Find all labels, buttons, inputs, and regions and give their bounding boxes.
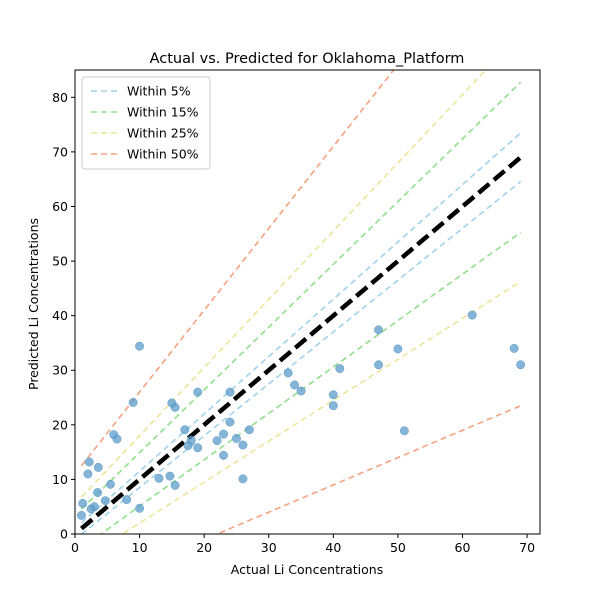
data-point	[393, 344, 403, 354]
data-point	[165, 471, 175, 481]
x-tick-label: 0	[71, 540, 79, 555]
data-point	[328, 401, 338, 411]
data-point	[225, 417, 235, 427]
band-line-upper-2	[80, 81, 522, 510]
y-tick-label: 20	[52, 417, 68, 432]
y-axis-ticks: 0 10 20 30 40 50 60 70 80	[52, 90, 75, 542]
data-point	[170, 480, 180, 490]
x-tick-label: 70	[519, 540, 535, 555]
legend-label: Within 5%	[127, 84, 191, 99]
data-point	[283, 368, 293, 378]
y-axis-label: Predicted Li Concentrations	[26, 218, 41, 390]
data-point	[193, 443, 203, 453]
data-point	[154, 473, 164, 483]
x-tick-label: 30	[261, 540, 277, 555]
data-point	[516, 360, 526, 370]
data-point	[328, 390, 338, 400]
data-point	[83, 469, 93, 479]
data-point	[122, 495, 132, 505]
data-point	[219, 429, 228, 439]
y-tick-label: 30	[52, 363, 68, 378]
data-point	[335, 364, 345, 374]
legend-label: Within 25%	[127, 126, 199, 141]
y-tick-label: 60	[52, 199, 68, 214]
x-tick-label: 60	[455, 540, 471, 555]
legend: Within 5% Within 15% Within 25% Within 50%	[81, 76, 211, 170]
data-point	[374, 360, 383, 370]
band-line-upper-3	[80, 70, 487, 498]
data-point	[296, 386, 306, 396]
data-point	[193, 387, 203, 397]
data-point	[135, 341, 145, 351]
x-tick-label: 50	[390, 540, 406, 555]
data-point	[219, 450, 228, 460]
data-point	[467, 310, 477, 320]
band-line-lower-3	[120, 280, 522, 534]
data-point	[232, 434, 241, 443]
x-axis-label: Actual Li Concentrations	[231, 562, 383, 577]
data-point	[238, 440, 248, 450]
data-point	[93, 462, 103, 472]
chart-title: Actual vs. Predicted for Oklahoma_Platfo…	[150, 51, 465, 67]
data-point	[399, 426, 409, 436]
x-axis-ticks: 0 10 20 30 40 50 60 70	[71, 534, 535, 555]
data-point	[106, 479, 115, 489]
data-point	[93, 488, 103, 497]
data-point	[100, 496, 110, 506]
data-point	[180, 425, 190, 435]
data-point	[374, 325, 383, 335]
data-point	[78, 498, 88, 508]
legend-label: Within 50%	[127, 147, 199, 162]
data-point	[135, 503, 145, 513]
data-points	[77, 310, 526, 520]
data-point	[77, 510, 86, 520]
band-line-lower-1	[80, 181, 522, 534]
x-tick-label: 10	[132, 540, 148, 555]
data-point	[225, 387, 235, 397]
data-point	[509, 343, 519, 353]
y-tick-label: 10	[52, 472, 68, 487]
data-point	[186, 435, 196, 445]
legend-box	[81, 76, 211, 170]
x-tick-label: 20	[196, 540, 212, 555]
data-point	[170, 402, 180, 412]
data-point	[244, 425, 254, 435]
band-line-upper-4	[80, 70, 395, 467]
y-tick-label: 40	[52, 308, 68, 323]
data-point	[128, 397, 138, 407]
ideal-line-layer	[80, 155, 523, 531]
y-tick-label: 70	[52, 144, 68, 159]
y-tick-label: 0	[60, 527, 68, 542]
data-point	[290, 380, 300, 390]
y-tick-label: 80	[52, 90, 68, 105]
data-point	[89, 502, 99, 512]
plot-frame	[74, 69, 541, 535]
ideal-line	[80, 155, 523, 531]
x-tick-label: 40	[325, 540, 341, 555]
band-line-upper-1	[80, 132, 522, 524]
data-point	[238, 474, 248, 484]
legend-label: Within 15%	[127, 105, 199, 120]
data-point	[112, 434, 122, 444]
y-tick-label: 50	[52, 254, 68, 269]
data-point	[212, 436, 222, 446]
data-point	[84, 457, 94, 467]
